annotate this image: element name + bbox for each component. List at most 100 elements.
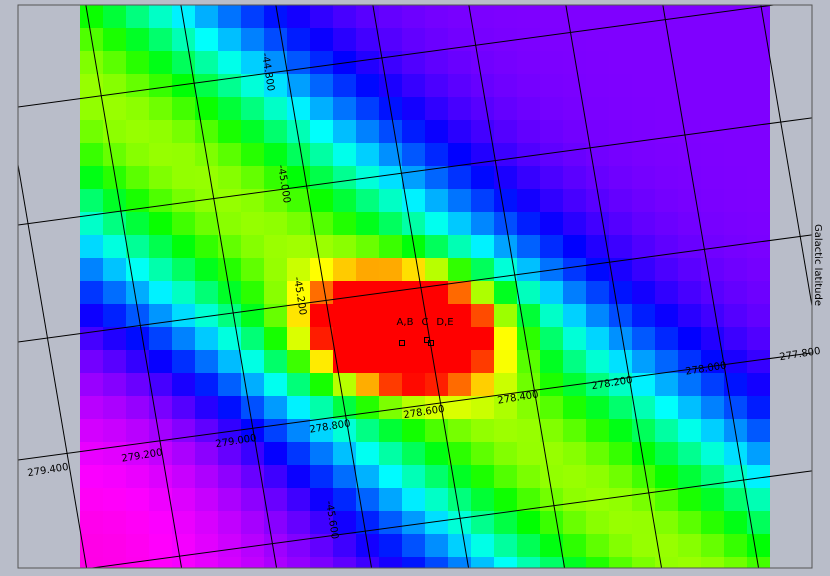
latitude-line (18, 234, 812, 343)
pixel (126, 465, 150, 489)
pixel (356, 143, 380, 167)
latitude-line (18, 5, 778, 108)
pixel (747, 74, 770, 98)
pixel (517, 350, 541, 374)
pixel (103, 350, 127, 374)
pixel (80, 51, 104, 75)
pixel (471, 442, 495, 466)
pixel (425, 28, 449, 52)
pixel (724, 373, 748, 397)
pixel (126, 419, 150, 443)
pixel (287, 465, 311, 489)
pixel (448, 511, 472, 535)
pixel (126, 534, 150, 558)
pixel (264, 97, 288, 121)
pixel (80, 511, 104, 535)
pixel (356, 350, 380, 374)
pixel (287, 327, 311, 351)
pixel (471, 97, 495, 121)
pixel (218, 396, 242, 420)
pixel (586, 166, 610, 190)
pixel (517, 488, 541, 512)
pixel (333, 28, 357, 52)
pixel (195, 28, 219, 52)
pixel (333, 557, 357, 568)
pixel (471, 166, 495, 190)
pixel (218, 74, 242, 98)
pixel (747, 166, 770, 190)
pixel (586, 350, 610, 374)
pixel (402, 120, 426, 144)
pixel (218, 465, 242, 489)
pixel (563, 327, 587, 351)
pixel (563, 350, 587, 374)
pixel (425, 281, 449, 305)
pixel (540, 327, 564, 351)
pixel (425, 511, 449, 535)
pixel (310, 258, 334, 282)
pixel (80, 143, 104, 167)
pixel (724, 235, 748, 259)
pixel (356, 304, 380, 328)
pixel (126, 350, 150, 374)
pixel (724, 258, 748, 282)
pixel (287, 212, 311, 236)
pixel (195, 373, 219, 397)
pixel (241, 465, 265, 489)
pixel (563, 396, 587, 420)
pixel (655, 212, 679, 236)
pixel (333, 442, 357, 466)
pixel (701, 143, 725, 167)
pixel (724, 120, 748, 144)
pixel (402, 189, 426, 213)
pixel (80, 465, 104, 489)
pixel (425, 120, 449, 144)
pixel (218, 120, 242, 144)
pixel (195, 442, 219, 466)
pixel (448, 557, 472, 568)
pixel (218, 488, 242, 512)
pixel (241, 511, 265, 535)
pixel (149, 327, 173, 351)
pixel (195, 5, 219, 29)
pixel (149, 465, 173, 489)
pixel (540, 281, 564, 305)
pixel (609, 120, 633, 144)
pixel (563, 166, 587, 190)
pixel (724, 557, 748, 568)
pixel (632, 488, 656, 512)
pixel (678, 396, 702, 420)
pixel (448, 373, 472, 397)
pixel (701, 350, 725, 374)
pixel (517, 258, 541, 282)
pixel (218, 212, 242, 236)
pixel (494, 465, 518, 489)
pixel (333, 235, 357, 259)
pixel (678, 557, 702, 568)
pixel (80, 396, 104, 420)
pixel (425, 143, 449, 167)
pixel (632, 419, 656, 443)
pixel (80, 235, 104, 259)
pixel (448, 258, 472, 282)
pixel (471, 212, 495, 236)
pixel (724, 442, 748, 466)
pixel (333, 143, 357, 167)
pixel (747, 373, 770, 397)
pixel (149, 281, 173, 305)
pixel (609, 97, 633, 121)
pixel (540, 143, 564, 167)
pixel (103, 373, 127, 397)
pixel (310, 189, 334, 213)
longitude-line (275, 5, 373, 568)
pixel (402, 419, 426, 443)
pixel (126, 488, 150, 512)
pixel (172, 373, 196, 397)
pixel (80, 5, 104, 29)
pixel (310, 143, 334, 167)
pixel (632, 258, 656, 282)
pixel (172, 511, 196, 535)
pixel (172, 304, 196, 328)
pixel (287, 396, 311, 420)
pixel (103, 488, 127, 512)
